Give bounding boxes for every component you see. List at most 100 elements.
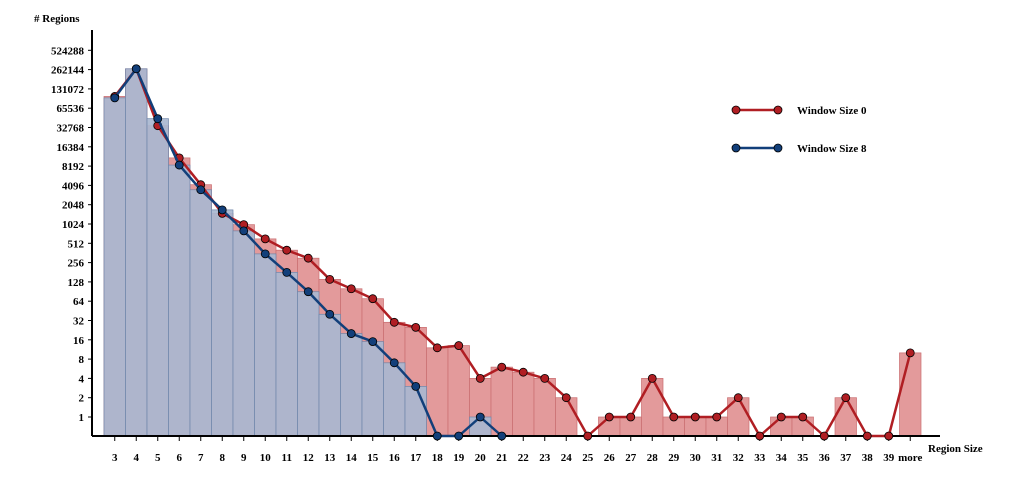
window-size-8-point [368, 337, 378, 346]
y-tick-label: 1 [79, 412, 85, 424]
window-size-8-point [454, 431, 464, 441]
x-tick-label: 12 [303, 452, 315, 464]
x-tick-label: 9 [241, 452, 247, 464]
window-size-8-point [475, 412, 485, 422]
window-size-8-bar [103, 97, 126, 437]
x-tick-label: 14 [346, 452, 358, 464]
window-size-8-bar [254, 253, 277, 437]
window-size-0-point [561, 393, 571, 403]
y-tick-label: 256 [68, 258, 85, 270]
x-tick-label: 6 [177, 452, 183, 464]
window-size-8-bar [146, 118, 169, 437]
window-size-0-point [690, 412, 700, 422]
y-tick-label: 16384 [57, 142, 85, 154]
window-size-8-point [432, 431, 442, 441]
x-tick-label: 39 [883, 452, 895, 464]
x-tick-label: 33 [754, 452, 766, 464]
window-size-8-bar [232, 230, 255, 437]
window-size-8-point [174, 160, 184, 170]
window-size-0-bar [533, 378, 556, 437]
window-size-8-line [110, 64, 507, 441]
window-size-0-point [411, 322, 421, 332]
axes: # Regions Region Size [34, 13, 983, 455]
window-size-8-point [217, 205, 227, 215]
x-tick-label: 7 [198, 452, 204, 464]
legend-swatch-marker [731, 105, 741, 115]
window-size-0-point [733, 393, 743, 403]
window-size-8-bar [168, 164, 191, 437]
window-size-8-point [282, 268, 292, 277]
x-tick-label: 24 [561, 452, 573, 464]
legend-swatch-marker [773, 105, 783, 115]
y-tick-label: 8192 [62, 161, 85, 173]
x-tick-label: 25 [582, 452, 594, 464]
window-size-0-bar [426, 347, 449, 437]
window-size-0-point [540, 373, 550, 383]
window-size-0-point [368, 294, 378, 304]
x-tick-label: 16 [389, 452, 401, 464]
legend-label: Window Size 0 [797, 105, 867, 117]
x-tick-label: 28 [647, 452, 659, 464]
y-tick-label: 16 [73, 335, 85, 347]
y-ticks: 1 2 4 8 16 32 64 128 256 512 1024 2048 4096 8192 16384… [51, 45, 92, 424]
x-axis-title: Region Size [928, 443, 983, 455]
y-tick-label: 2 [79, 393, 85, 405]
y-tick-label: 8 [79, 354, 85, 366]
window-size-0-bar [641, 378, 664, 437]
window-size-8-point [346, 329, 356, 338]
y-tick-label: 262144 [51, 65, 85, 77]
window-size-0-point [798, 412, 808, 422]
x-tick-label: 23 [539, 452, 551, 464]
x-ticks: 3 4 5 6 7 8 9 10 11 12 13 14 15 16 17 18 19 20 21 22 23 24 25 2… [112, 436, 922, 464]
window-size-0-point [432, 343, 442, 353]
window-size-0-point [389, 317, 399, 327]
x-tick-label: more [898, 452, 922, 464]
x-tick-label: 19 [453, 452, 465, 464]
y-tick-label: 2048 [62, 200, 85, 212]
window-size-8-point [303, 287, 313, 297]
window-size-0-point [905, 348, 915, 358]
window-size-0-point [518, 367, 528, 377]
legend-label: Window Size 8 [797, 143, 867, 155]
window-size-0-point [583, 431, 593, 441]
y-axis-title: # Regions [34, 13, 80, 25]
x-tick-label: 13 [324, 452, 336, 464]
window-size-8-point [411, 382, 421, 391]
x-tick-label: 11 [282, 452, 292, 464]
x-tick-label: 15 [367, 452, 379, 464]
y-tick-label: 64 [73, 296, 85, 308]
window-size-0-point [647, 373, 657, 383]
window-size-0-point [669, 412, 679, 422]
x-tick-label: 8 [220, 452, 226, 464]
window-size-8-point [497, 431, 507, 441]
window-size-8-bar [383, 362, 406, 437]
x-tick-label: 5 [155, 452, 161, 464]
window-size-0-bar [555, 397, 578, 437]
window-size-0-point [346, 284, 356, 294]
window-size-0-point [475, 373, 485, 383]
legend: Window Size 0 Window Size 8 [731, 105, 867, 155]
x-tick-label: 34 [776, 452, 788, 464]
window-size-0-point [755, 431, 765, 441]
window-size-8-bar [211, 209, 234, 437]
window-size-0-bar [899, 352, 922, 437]
window-size-8-point [131, 64, 141, 74]
window-size-8-point [389, 358, 399, 368]
window-size-8-bar [125, 68, 148, 437]
y-tick-label: 1024 [62, 219, 85, 231]
x-tick-label: 17 [410, 452, 422, 464]
y-tick-label: 131072 [51, 84, 85, 96]
x-tick-label: 21 [496, 452, 507, 464]
x-tick-label: 20 [475, 452, 487, 464]
y-tick-label: 4 [79, 373, 85, 385]
window-size-0-point [712, 412, 722, 422]
window-size-0-point [626, 412, 636, 422]
window-size-0-bar [834, 397, 857, 437]
x-tick-label: 31 [711, 452, 722, 464]
y-tick-label: 128 [68, 277, 85, 289]
window-size-8-bar [297, 291, 320, 437]
window-size-8-point [239, 226, 249, 236]
window-size-0-point [282, 245, 292, 255]
y-tick-label: 65536 [57, 103, 85, 115]
